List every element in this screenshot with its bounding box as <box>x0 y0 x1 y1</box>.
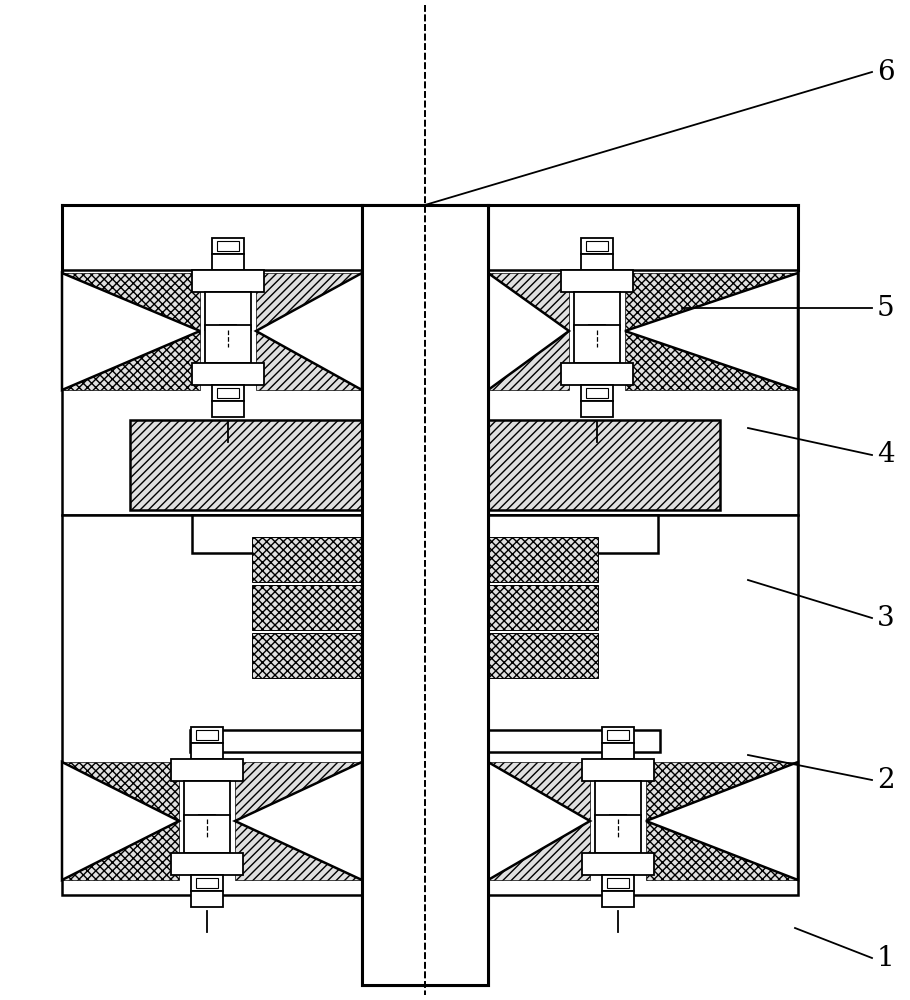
Bar <box>171 853 243 875</box>
Bar <box>62 515 362 895</box>
Bar <box>130 420 362 510</box>
Bar <box>252 585 362 630</box>
Bar <box>574 325 620 363</box>
Bar <box>191 727 223 743</box>
Bar <box>62 270 362 515</box>
Bar <box>581 401 613 417</box>
Text: 3: 3 <box>877 604 895 632</box>
Polygon shape <box>62 273 200 390</box>
Polygon shape <box>488 762 590 880</box>
Bar <box>190 730 362 752</box>
Bar <box>586 241 608 251</box>
Bar <box>488 270 798 515</box>
Bar <box>184 781 230 819</box>
Bar <box>191 743 223 759</box>
Bar <box>589 325 605 330</box>
Text: 1: 1 <box>877 944 895 972</box>
Bar <box>488 420 720 510</box>
Bar <box>252 537 362 582</box>
Polygon shape <box>256 273 362 390</box>
Bar <box>607 878 629 888</box>
Polygon shape <box>256 273 362 390</box>
Bar <box>561 363 633 385</box>
Polygon shape <box>488 273 569 390</box>
Bar <box>191 875 223 891</box>
Bar <box>171 759 243 781</box>
Bar <box>130 420 362 510</box>
Bar <box>212 385 244 401</box>
Polygon shape <box>62 762 179 880</box>
Bar <box>561 270 633 292</box>
Polygon shape <box>62 762 179 880</box>
Bar <box>582 759 654 781</box>
Polygon shape <box>625 273 798 390</box>
Bar <box>205 292 251 330</box>
Text: 4: 4 <box>877 442 895 468</box>
Bar <box>196 878 218 888</box>
Bar <box>488 515 798 895</box>
Bar <box>252 633 362 678</box>
Bar <box>217 388 239 398</box>
Polygon shape <box>488 273 569 390</box>
Bar <box>602 875 634 891</box>
Bar <box>192 363 264 385</box>
Polygon shape <box>646 762 798 880</box>
Bar <box>610 815 626 819</box>
Bar <box>574 292 620 330</box>
Polygon shape <box>235 762 362 880</box>
Bar <box>602 727 634 743</box>
Bar <box>192 270 264 292</box>
Bar <box>602 891 634 907</box>
Bar <box>212 401 244 417</box>
Polygon shape <box>625 273 798 390</box>
Bar <box>199 815 215 819</box>
Bar <box>212 238 244 254</box>
Bar <box>362 205 488 985</box>
Polygon shape <box>235 762 362 880</box>
Bar <box>488 585 598 630</box>
Polygon shape <box>488 762 590 880</box>
Bar <box>192 515 362 553</box>
Bar <box>196 730 218 740</box>
Polygon shape <box>646 762 798 880</box>
Bar <box>581 254 613 270</box>
Bar <box>586 388 608 398</box>
Bar <box>581 385 613 401</box>
Bar <box>191 891 223 907</box>
Text: 2: 2 <box>877 766 895 794</box>
Bar <box>595 815 641 853</box>
Bar <box>184 815 230 853</box>
Text: 5: 5 <box>877 294 895 322</box>
Bar <box>607 730 629 740</box>
Bar <box>205 325 251 363</box>
Bar <box>488 537 598 582</box>
Bar <box>362 205 488 985</box>
Bar <box>581 238 613 254</box>
Bar <box>602 743 634 759</box>
Bar <box>582 853 654 875</box>
Bar <box>488 633 598 678</box>
Bar <box>595 781 641 819</box>
Bar <box>220 325 236 330</box>
Bar <box>488 730 660 752</box>
Text: 6: 6 <box>877 58 895 86</box>
Bar <box>488 420 720 510</box>
Bar <box>488 515 658 553</box>
Bar <box>212 254 244 270</box>
Bar <box>217 241 239 251</box>
Polygon shape <box>62 273 200 390</box>
